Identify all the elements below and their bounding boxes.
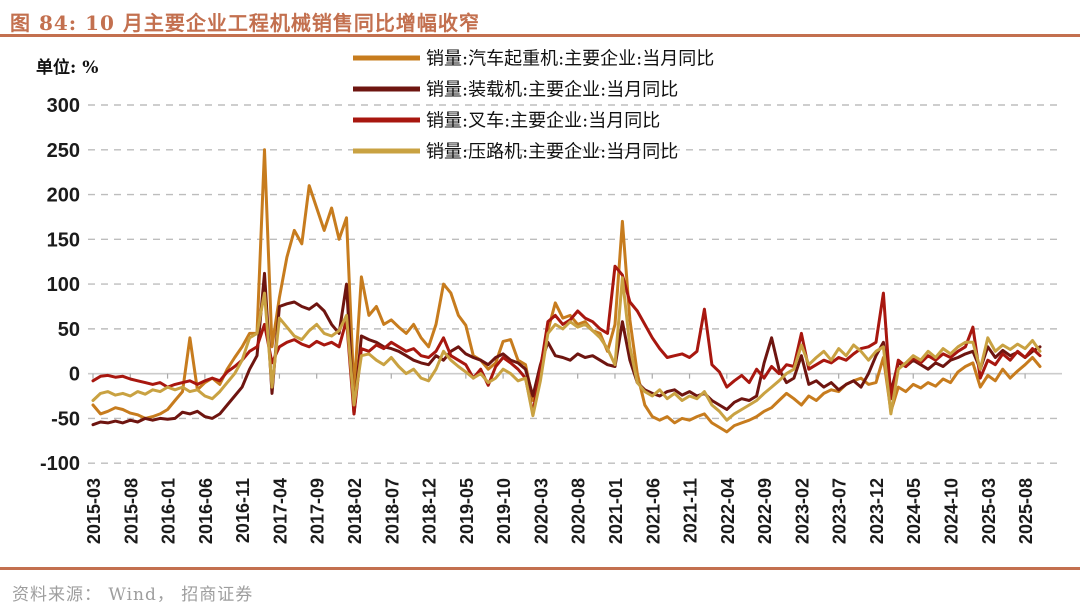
x-tick-label: 2016-06: [196, 478, 216, 544]
x-tick-label: 2023-02: [792, 478, 812, 544]
y-tick-label: -50: [51, 408, 80, 430]
y-tick-label: 100: [47, 274, 80, 296]
figure-title: 图 84: 10 月主要企业工程机械销售同比增幅收窄: [10, 11, 480, 35]
figure-footer: 资料来源： Wind， 招商证券: [0, 567, 1080, 616]
y-tick-label: 150: [47, 229, 80, 251]
x-tick-label: 2024-05: [904, 478, 924, 544]
y-tick-label: 0: [69, 364, 80, 386]
source-note: 资料来源： Wind， 招商证券: [12, 585, 254, 605]
legend-label-2: 销量:叉车:主要企业:当月同比: [426, 111, 660, 132]
series-line-2: [91, 264, 1042, 416]
series-line-1: [91, 271, 1042, 427]
legend-label-0: 销量:汽车起重机:主要企业:当月同比: [426, 49, 714, 70]
legend-label-1: 销量:装载机:主要企业:当月同比: [426, 80, 678, 101]
x-tick-label: 2021-11: [681, 478, 701, 543]
y-tick-label: 250: [47, 140, 80, 162]
y-axis-unit-label: 单位: %: [36, 57, 98, 78]
x-tick-label: 2016-01: [159, 478, 179, 544]
x-tick-label: 2023-07: [830, 478, 850, 544]
x-tick-label: 2025-08: [1016, 478, 1036, 544]
x-tick-label: 2020-03: [531, 478, 551, 544]
y-tick-label: 50: [58, 319, 80, 341]
y-tick-label: 300: [47, 95, 80, 117]
x-tick-label: 2018-02: [345, 478, 365, 544]
x-tick-label: 2020-08: [569, 478, 589, 544]
series-line-3: [91, 276, 1042, 422]
x-tick-label: 2018-07: [382, 478, 402, 544]
x-tick-label: 2021-01: [606, 478, 626, 544]
x-tick-label: 2016-11: [233, 478, 253, 543]
x-tick-label: 2015-08: [121, 478, 141, 544]
x-tick-label: 2017-09: [308, 478, 328, 544]
y-tick-label: 200: [47, 185, 80, 207]
x-tick-label: 2025-03: [979, 478, 999, 544]
legend-label-3: 销量:压路机:主要企业:当月同比: [426, 142, 678, 163]
x-tick-label: 2024-10: [942, 478, 962, 544]
x-tick-label: 2017-04: [270, 478, 290, 544]
x-tick-label: 2019-10: [494, 478, 514, 544]
y-tick-label: -100: [40, 453, 80, 475]
x-tick-label: 2015-03: [84, 478, 104, 544]
x-tick-label: 2019-05: [457, 478, 477, 544]
x-tick-label: 2022-04: [718, 478, 738, 544]
series-line-0: [91, 148, 1042, 434]
x-tick-label: 2018-12: [420, 478, 440, 544]
x-tick-label: 2023-12: [867, 478, 887, 544]
x-tick-label: 2022-09: [755, 478, 775, 544]
x-tick-label: 2021-06: [643, 478, 663, 544]
figure-header: 图 84: 10 月主要企业工程机械销售同比增幅收窄: [0, 0, 1080, 37]
